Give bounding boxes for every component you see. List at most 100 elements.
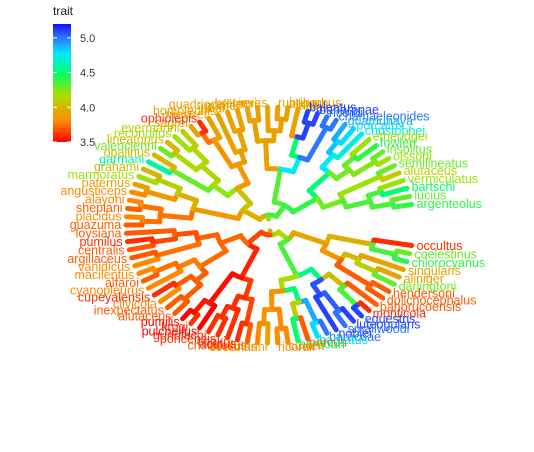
tip-label: alayoni (85, 192, 125, 206)
tree-branch (129, 249, 158, 261)
tree-branch (234, 107, 246, 132)
tree-branch (151, 152, 177, 170)
tree-branch (319, 248, 344, 263)
tip-label: vermiculatus (408, 172, 478, 186)
tip-label: pumilus (80, 235, 123, 249)
tip-label: porcatus (356, 119, 404, 133)
tip-label: christophei (365, 124, 425, 138)
tip-label: sagrei (154, 116, 188, 130)
tip-label: ahli (299, 98, 318, 112)
tree-branch (278, 273, 300, 283)
tree-branch (151, 280, 177, 298)
tree-branch (274, 104, 281, 122)
tip-label: imias (238, 96, 267, 110)
tree-branch (215, 315, 229, 338)
tip-label: garmani (99, 153, 144, 167)
tree-branch (164, 294, 184, 311)
tree-branch (150, 236, 178, 245)
tree-branch (319, 114, 330, 129)
tip-label: sheplani (76, 201, 123, 215)
tree-branch (173, 273, 194, 289)
tree-branch (309, 321, 320, 339)
tree-branch (145, 268, 184, 291)
tip-label: mestrei (166, 108, 207, 122)
tip-label: paternus (82, 176, 131, 190)
tip-label: homolechis (153, 104, 216, 118)
tip-label: fowleri (380, 136, 416, 150)
tip-label: barbatus (319, 333, 368, 347)
tree-branch (206, 115, 223, 141)
tip-label: ricordi (329, 106, 363, 120)
tip-label: krugi (161, 320, 188, 334)
tree-branch (290, 301, 300, 322)
tree-branch (188, 312, 201, 327)
legend-colorbar (53, 24, 71, 142)
tree-branch (375, 266, 402, 280)
tip-label: baharpnae (319, 103, 379, 117)
tip-label: hendersoni (393, 287, 455, 301)
tree-branch (234, 186, 254, 206)
tree-branch (172, 150, 199, 173)
tree-branch (136, 265, 156, 276)
tree-branch (334, 167, 352, 182)
tip-label: etheridgei (373, 130, 428, 144)
tree-branch (301, 108, 311, 125)
tree-branch (132, 181, 151, 191)
tree-branch (140, 166, 163, 179)
tip-label: ricordii (278, 340, 315, 354)
tip-label: poncensis (160, 332, 216, 346)
tree-branch (358, 252, 406, 272)
tip-label: inexpectatus (94, 304, 164, 318)
tree-branch (197, 303, 218, 331)
tree-branch (305, 125, 329, 163)
tree-branch (125, 205, 143, 213)
tip-label: chamaeleonides (339, 110, 430, 124)
legend-title: trait (53, 4, 74, 18)
tree-branch (245, 229, 264, 246)
tree-branch (274, 326, 281, 346)
legend-tick-label: 4.0 (80, 102, 95, 114)
tree-branch (207, 271, 235, 306)
tree-branch (180, 128, 199, 149)
tip-label: pumilis (141, 315, 180, 329)
tip-label: guamuhaya (348, 114, 413, 128)
tree-branch (197, 119, 209, 134)
tree-branch (355, 143, 379, 162)
tree-branch (143, 189, 178, 202)
tree-branch (132, 256, 161, 269)
tip-label: smallwoodi (348, 322, 410, 336)
tree-branch (354, 260, 379, 275)
tree-branch (283, 325, 291, 345)
tip-label: gundlachi (153, 328, 207, 342)
tree-branch (343, 198, 373, 210)
tip-label: ophiolepis (141, 112, 197, 126)
tree-branch (218, 233, 244, 246)
tree-branch (313, 294, 339, 333)
tip-label: centralis (78, 244, 125, 258)
tree-branch (371, 272, 397, 287)
tree-branch (244, 106, 253, 124)
tree-branch (172, 299, 191, 316)
tree-branch (234, 320, 245, 343)
tree-branch (394, 248, 413, 257)
tree-branch (210, 182, 231, 199)
tree-branch (235, 161, 251, 186)
tree-branch (338, 126, 356, 146)
tip-label: luteogularis (356, 317, 420, 331)
tree-branch (283, 105, 291, 122)
tree-branch (322, 290, 342, 314)
tree-branch (181, 282, 204, 302)
tree-branch (319, 152, 336, 170)
tree-branch (369, 201, 396, 210)
tip-label: semilineatus (399, 157, 468, 171)
tree-branch (357, 300, 372, 313)
tree-branch (290, 195, 320, 215)
tip-label: equestris (365, 312, 416, 326)
tree-branch (290, 316, 301, 344)
tip-label: guazuma (70, 218, 121, 232)
tip-label: occultus (417, 239, 463, 253)
tip-label: vanidicus (78, 260, 130, 274)
tree-branch (140, 272, 160, 284)
tip-label: insolitus (387, 142, 432, 156)
tree-branch (164, 139, 181, 154)
